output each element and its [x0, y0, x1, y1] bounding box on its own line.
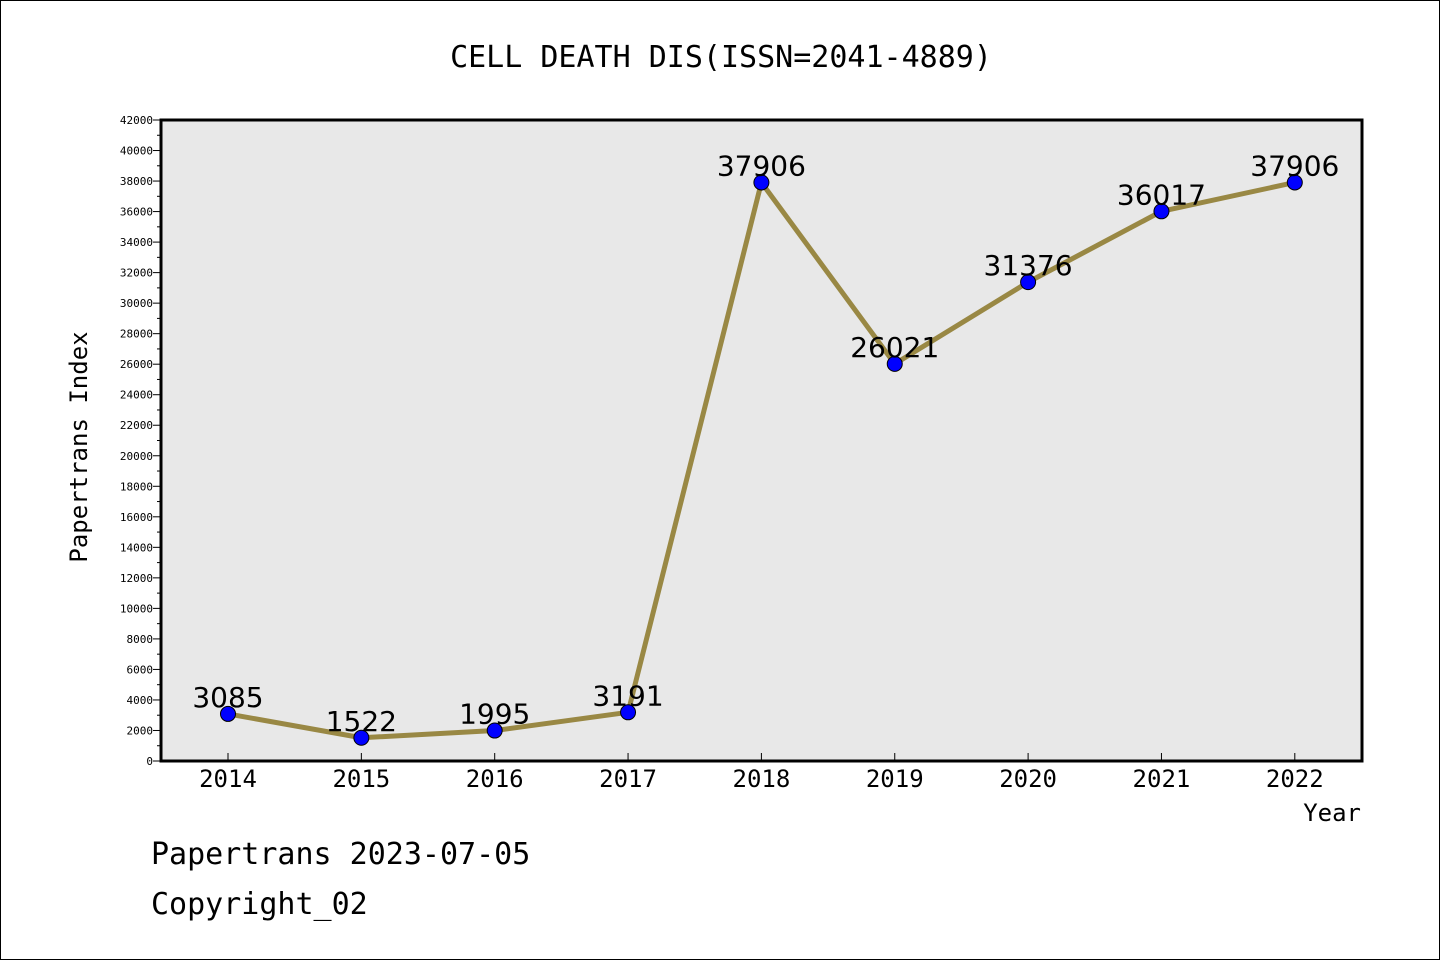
y-tick-label: 16000: [120, 511, 153, 524]
x-tick-label: 2017: [599, 765, 657, 793]
data-point: [620, 704, 637, 721]
x-tick-label: 2016: [466, 765, 524, 793]
y-tick-label: 0: [146, 755, 153, 768]
y-tick-label: 10000: [120, 602, 153, 615]
y-tick-label: 30000: [120, 297, 153, 310]
data-point: [753, 174, 770, 191]
data-label: 36017: [1117, 178, 1206, 211]
data-point: [886, 355, 903, 372]
y-axis: 0 2000 4000 6000 8000 10000 12000 14000 16000 180…: [120, 114, 161, 768]
y-tick-label: 36000: [120, 206, 153, 219]
data-label: 1995: [459, 698, 530, 731]
x-tick-label: 2015: [332, 765, 390, 793]
y-tick-label: 22000: [120, 419, 153, 432]
data-point: [1020, 274, 1037, 291]
y-tick-label: 40000: [120, 145, 153, 158]
data-label: 37906: [717, 149, 806, 182]
y-tick-label: 20000: [120, 450, 153, 463]
x-tick-label: 2018: [733, 765, 791, 793]
data-label: 3191: [592, 679, 663, 712]
data-label: 1522: [326, 705, 397, 738]
x-tick-label: 2014: [199, 765, 257, 793]
x-axis: 2014 2015 2016 2017 2018 2019 2020 2021 2022: [199, 753, 1324, 793]
y-tick-label: 42000: [120, 114, 153, 127]
y-tick-label: 38000: [120, 175, 153, 188]
data-point: [486, 722, 503, 739]
y-tick-label: 14000: [120, 541, 153, 554]
y-axis-label: Papertrans Index: [65, 331, 93, 562]
y-tick-label: 4000: [127, 694, 154, 707]
y-tick-label: 32000: [120, 267, 153, 280]
x-tick-label: 2020: [999, 765, 1057, 793]
x-tick-label: 2022: [1266, 765, 1324, 793]
y-tick-label: 18000: [120, 480, 153, 493]
footer-copyright: Copyright_02: [151, 887, 368, 922]
x-tick-label: 2019: [866, 765, 924, 793]
y-tick-label: 26000: [120, 358, 153, 371]
data-label: 26021: [850, 331, 939, 364]
plot-area: [159, 118, 1364, 763]
y-tick-label: 24000: [120, 389, 153, 402]
data-labels: 3085 1522 1995 3191 37906 26021 31376 36017 3790…: [192, 149, 1339, 737]
y-tick-label: 12000: [120, 572, 153, 585]
y-tick-label: 28000: [120, 328, 153, 341]
x-tick-label: 2021: [1133, 765, 1191, 793]
y-tick-label: 34000: [120, 236, 153, 249]
x-axis-label: Year: [1303, 799, 1361, 827]
footer-date: Papertrans 2023-07-05: [151, 837, 531, 872]
data-point: [1153, 203, 1170, 220]
series-group: [220, 174, 1303, 746]
data-point: [220, 705, 236, 722]
y-tick-label: 2000: [127, 724, 154, 737]
data-label: 3085: [192, 681, 263, 714]
chart-title: CELL DEATH DIS(ISSN=2041-4889): [450, 40, 992, 75]
data-label: 31376: [984, 249, 1073, 282]
data-point: [353, 729, 370, 746]
y-tick-label: 6000: [127, 663, 154, 676]
y-tick-label: 8000: [127, 633, 154, 646]
data-point: [1286, 174, 1303, 191]
data-label: 37906: [1250, 149, 1339, 182]
